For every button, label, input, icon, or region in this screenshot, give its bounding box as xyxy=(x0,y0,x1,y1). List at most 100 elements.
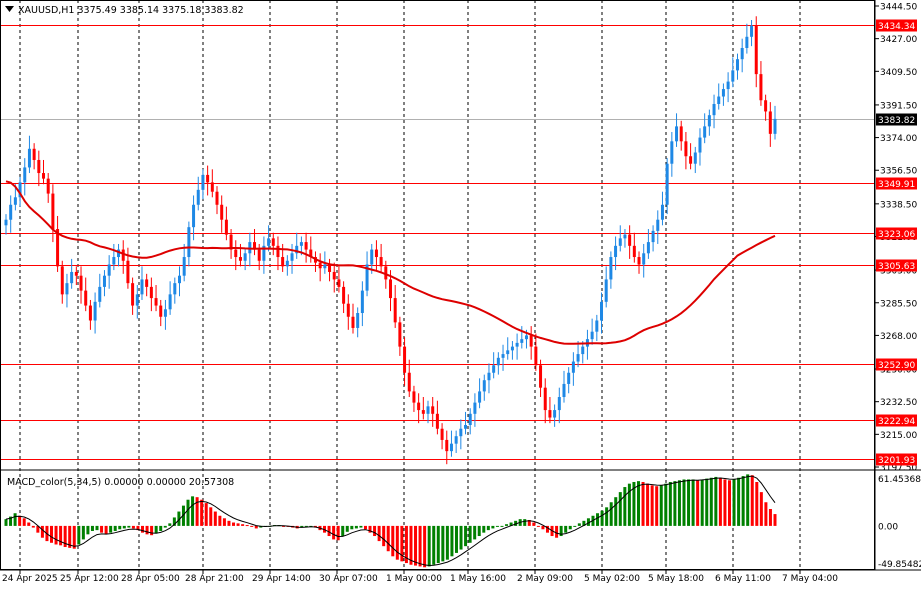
macd-bar xyxy=(40,525,44,538)
price-tick-label: 3356.50 xyxy=(880,167,917,177)
macd-bar xyxy=(72,525,76,549)
candle-body xyxy=(768,111,772,134)
macd-bar xyxy=(541,525,545,530)
macd-bar xyxy=(436,525,440,564)
candle-body xyxy=(403,346,407,373)
macd-axis-label: 61.45368 xyxy=(878,475,921,485)
macd-bar xyxy=(22,518,26,526)
candle-body xyxy=(449,443,453,452)
candle-body xyxy=(637,257,641,265)
candle-body xyxy=(759,74,763,101)
macd-bar xyxy=(327,525,331,537)
candle-body xyxy=(74,271,78,276)
candle-body xyxy=(609,257,613,280)
candle-body xyxy=(576,354,580,362)
macd-bar xyxy=(514,520,518,526)
macd-bar xyxy=(18,515,22,526)
macd-bar xyxy=(341,525,345,537)
price-tick-label: 3391.50 xyxy=(880,101,917,111)
macd-axis-label: -49.85482 xyxy=(878,560,921,570)
macd-bar xyxy=(559,525,563,537)
candle-body xyxy=(524,335,528,340)
candle-body xyxy=(271,238,275,246)
macd-bar xyxy=(677,480,681,526)
candle-body xyxy=(764,100,768,112)
candle-body xyxy=(750,25,754,37)
candle-body xyxy=(431,406,435,414)
candle-body xyxy=(426,406,430,414)
candle-body xyxy=(651,230,655,243)
macd-bar xyxy=(723,479,727,526)
price-tick-label: 3250.00 xyxy=(880,366,917,376)
macd-bar xyxy=(682,479,686,526)
candle-body xyxy=(717,96,721,104)
candle-body xyxy=(379,257,383,267)
macd-bar xyxy=(122,525,126,529)
candle-body xyxy=(553,410,557,418)
candle-body xyxy=(98,286,102,302)
macd-bar xyxy=(50,525,54,543)
macd-bar xyxy=(600,510,604,526)
macd-bar xyxy=(568,525,572,530)
candle-body xyxy=(206,174,210,183)
candle-body xyxy=(454,436,458,444)
candle-body xyxy=(473,402,477,414)
candle-body xyxy=(656,219,660,231)
candle-body xyxy=(675,126,679,142)
candle-body xyxy=(215,191,219,205)
macd-bar xyxy=(113,525,117,531)
candle-body xyxy=(276,245,280,258)
macd-axis-label: 0.00 xyxy=(878,522,898,532)
candle-body xyxy=(196,189,200,205)
candle-body xyxy=(37,159,41,174)
candle-body xyxy=(468,413,472,426)
candle-body xyxy=(492,365,496,373)
candle-body xyxy=(163,309,167,317)
candle-body xyxy=(412,391,416,403)
candle-body xyxy=(102,275,106,287)
candle-body xyxy=(703,126,707,138)
candle-body xyxy=(435,413,439,429)
candle-body xyxy=(534,346,538,366)
candle-body xyxy=(618,238,622,246)
candle-body xyxy=(201,174,205,190)
candle-body xyxy=(267,238,271,246)
candle-body xyxy=(496,357,500,366)
candle-body xyxy=(501,354,505,358)
macd-bar xyxy=(650,485,654,526)
candle-body xyxy=(487,372,491,381)
candle-body xyxy=(23,167,27,183)
macd-bar xyxy=(90,525,94,531)
macd-bar xyxy=(395,525,399,560)
macd-bar xyxy=(159,525,163,531)
time-tick-label: 1 May 16:00 xyxy=(450,574,506,584)
candle-body xyxy=(464,425,468,429)
macd-bar xyxy=(31,525,35,528)
time-tick-label: 30 Apr 07:00 xyxy=(319,574,378,584)
candle-body xyxy=(389,279,392,299)
candle-body xyxy=(393,298,397,323)
candle-body xyxy=(740,47,744,60)
candle-body xyxy=(304,242,308,250)
candle-body xyxy=(614,245,618,258)
macd-bar xyxy=(705,478,709,526)
macd-bar xyxy=(218,515,222,526)
time-tick-label: 5 May 18:00 xyxy=(648,574,704,584)
candle-body xyxy=(562,383,566,398)
macd-bar xyxy=(163,525,167,528)
macd-bar xyxy=(614,497,618,526)
macd-bar xyxy=(141,525,145,533)
macd-label: MACD_color(5,34,5) 0.00000 0.00000 20.57… xyxy=(7,477,234,488)
macd-bar xyxy=(450,525,454,557)
candle-body xyxy=(42,173,46,179)
time-tick-label: 28 Apr 21:00 xyxy=(185,574,244,584)
price-tick-label: 3215.00 xyxy=(880,431,917,441)
macd-bar xyxy=(254,525,258,529)
macd-bar xyxy=(145,525,149,535)
macd-bar xyxy=(127,525,131,528)
macd-bar xyxy=(391,525,395,557)
candle-body xyxy=(684,141,688,157)
level-tag-label: 3434.34 xyxy=(878,22,915,32)
macd-bar xyxy=(400,525,404,562)
candle-body xyxy=(365,264,369,291)
